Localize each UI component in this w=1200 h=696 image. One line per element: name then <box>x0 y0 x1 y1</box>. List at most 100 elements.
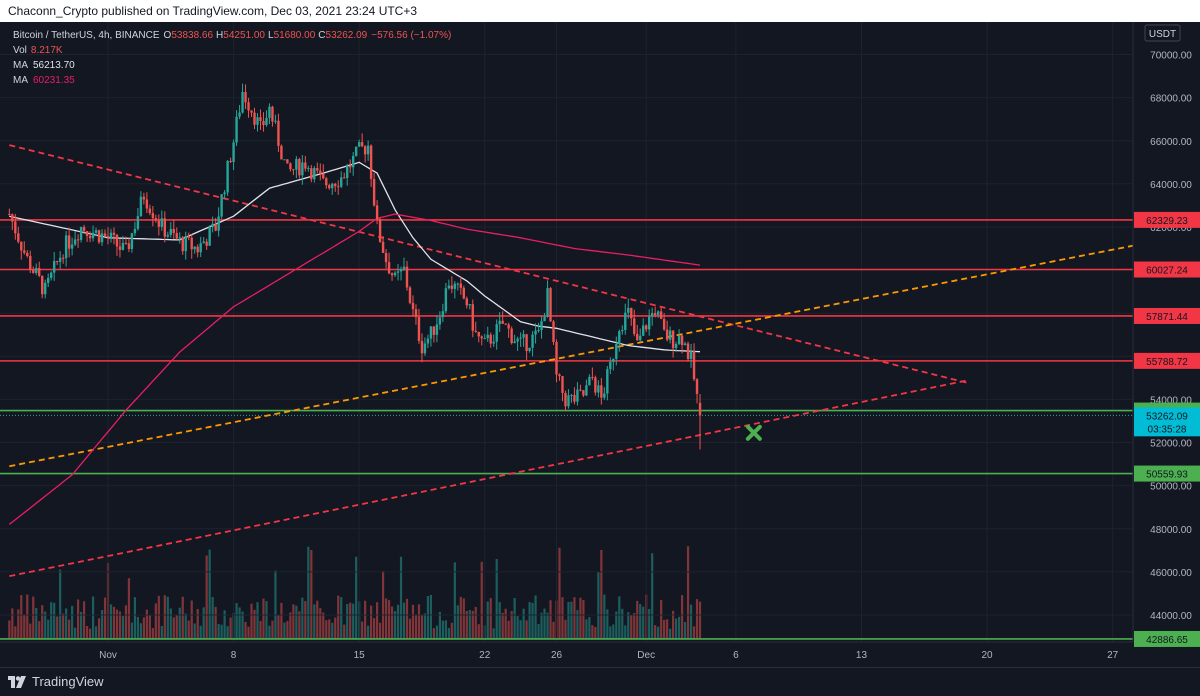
candle-body <box>23 250 26 253</box>
volume-bar <box>537 623 540 639</box>
candle-body <box>289 163 292 170</box>
volume-bar <box>618 596 621 639</box>
price-chart[interactable]: 44000.00 46000.00 48000.00 50000.00 52000.00… <box>0 22 1200 667</box>
volume-bar <box>196 609 199 639</box>
candle-body <box>244 91 247 103</box>
trendline <box>9 379 970 578</box>
volume-bar <box>175 615 178 639</box>
candle-body <box>121 242 125 250</box>
volume-bar <box>456 605 459 639</box>
volume-bar <box>370 605 373 639</box>
candle-body <box>531 334 534 348</box>
volume-bar <box>178 607 181 639</box>
volume-bar <box>624 625 627 639</box>
candle-body <box>645 325 648 330</box>
candle-body <box>148 208 152 214</box>
candle-body <box>184 235 187 252</box>
candle-body <box>627 307 630 313</box>
volume-bar <box>432 628 436 639</box>
volume-bar <box>423 613 427 639</box>
volume-bar <box>50 602 53 639</box>
volume-bar <box>582 600 585 639</box>
candle-body <box>546 288 549 317</box>
volume-bar <box>91 596 95 639</box>
volume-bar <box>378 622 382 639</box>
candle-body <box>35 268 38 273</box>
volume-bar <box>229 617 232 639</box>
candle-body <box>256 117 259 125</box>
volume-bar <box>337 595 340 639</box>
volume-bar <box>265 601 268 639</box>
volume-bar <box>56 616 59 639</box>
candle-body <box>603 393 606 398</box>
volume-bar <box>648 608 651 639</box>
volume-bar <box>199 625 202 639</box>
volume-bar <box>82 601 86 639</box>
volume-bar <box>698 601 702 639</box>
candle-body <box>172 228 175 233</box>
volume-bar <box>100 610 104 639</box>
volume-bar <box>549 600 552 639</box>
candle-body <box>17 233 20 242</box>
candle-body <box>588 376 591 386</box>
volume-bar <box>250 603 253 639</box>
volume-bar <box>77 599 80 639</box>
volume-bar <box>612 624 615 639</box>
currency-label: USDT <box>1149 29 1176 40</box>
candle-body <box>29 255 32 270</box>
volume-bar <box>468 610 471 639</box>
candle-body <box>8 214 11 216</box>
candle-body <box>351 155 355 168</box>
candle-body <box>196 246 199 253</box>
candle-body <box>561 376 564 393</box>
tradingview-logo[interactable]: TradingView <box>8 674 104 689</box>
price-tick-label: 50000.00 <box>1150 482 1192 493</box>
legend-close-label: C <box>318 30 325 41</box>
candle-body <box>304 162 307 169</box>
candle-body <box>124 242 128 244</box>
time-axis[interactable]: Nov 8 15 22 26 Dec 6 13 20 27 <box>99 650 1119 661</box>
candle-body <box>271 106 274 122</box>
volume-bar <box>223 610 226 639</box>
volume-bar <box>603 594 606 639</box>
price-tick-label: 48000.00 <box>1150 525 1192 536</box>
volume-bar <box>486 601 489 639</box>
volume-bar <box>663 619 666 639</box>
legend-vol-label: Vol <box>13 45 27 56</box>
volume-bar <box>301 597 304 639</box>
volume-bar <box>20 595 23 639</box>
candle-body <box>435 324 439 335</box>
volume-bar <box>576 610 579 639</box>
time-tick-label: 27 <box>1107 650 1119 661</box>
candle-body <box>70 244 74 249</box>
volume-pane <box>8 546 702 639</box>
target-x-icon <box>745 424 762 441</box>
volume-bar <box>295 605 298 639</box>
volume-bar <box>477 624 480 639</box>
volume-bar <box>59 569 62 639</box>
volume-bar <box>8 620 11 639</box>
volume-bar <box>145 609 148 639</box>
volume-bar <box>540 612 543 639</box>
volume-bar <box>373 618 376 639</box>
volume-bar <box>343 624 346 639</box>
currency-selector[interactable] <box>1144 24 1181 42</box>
trendlines <box>9 144 1185 578</box>
candle-body <box>313 168 316 180</box>
candle-body <box>136 216 140 229</box>
candle-body <box>49 272 53 278</box>
volume-bar <box>498 602 501 639</box>
candle-body <box>680 335 684 346</box>
candle-body <box>453 283 457 289</box>
candle-body <box>656 311 660 315</box>
legend-open-label: O <box>164 30 172 41</box>
volume-bar <box>151 627 154 639</box>
candle-body <box>585 385 588 396</box>
legend-high-label: H <box>216 30 223 41</box>
volume-bar <box>166 596 169 639</box>
candle-body <box>552 321 555 343</box>
chart-area[interactable]: 44000.00 46000.00 48000.00 50000.00 52000.00… <box>0 22 1200 667</box>
price-tick-label: 54000.00 <box>1150 395 1192 406</box>
volume-bar <box>591 625 594 639</box>
volume-bar <box>68 619 71 639</box>
